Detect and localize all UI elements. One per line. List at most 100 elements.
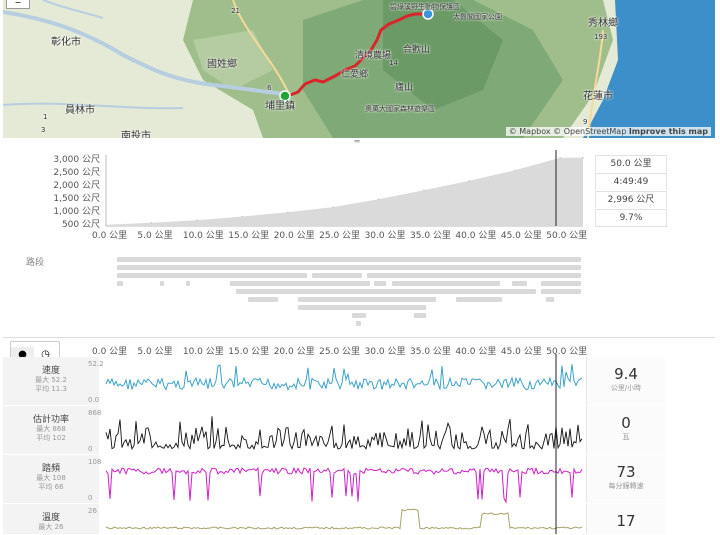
elevation-x-tick: 30.0 公里 [364,231,406,241]
map-label: 仁愛鄉 [341,70,369,80]
metric-plot-area [104,456,584,504]
improve-map-link[interactable]: Improve this map [628,127,708,136]
map-label: 奧萬大國家森林遊樂區 [365,105,435,113]
metrics-x-tick: 30.0 公里 [364,347,406,357]
sea-area [583,0,715,138]
metric-trace [105,508,583,530]
segment-bar[interactable] [352,313,366,318]
map-label: 花蓮市 [583,91,613,102]
segment-bar[interactable] [117,273,307,278]
stat-distance: 50.0 公里 [595,155,667,172]
metric-avg: 平均 102 [36,434,66,442]
elevation-point [105,223,107,226]
metric-trace [105,466,583,504]
metric-trace [105,364,583,392]
map-label: 秀林鄉 [588,18,618,29]
elevation-point [241,215,244,218]
segment-bar[interactable] [117,281,123,286]
metric-max: 最大 52.2 [35,376,67,384]
metric-plot-area [104,358,584,406]
metrics-x-tick: 45.0 公里 [500,347,542,357]
route-map[interactable]: − 彰化市 國姓鄉 員林市 南投市 埔里鎮 清境農場 仁愛鄉 廬山 奧萬大國家森… [3,0,715,138]
segment-bar[interactable] [414,313,426,318]
metrics-chart[interactable] [0,354,720,534]
elevation-x-tick: 40.0 公里 [455,231,497,241]
speed-tick-bottom: 0.0 [88,396,100,404]
metrics-x-tick: 40.0 公里 [455,347,497,357]
segment-bar[interactable] [312,273,362,278]
segment-bar[interactable] [186,281,190,286]
segment-bar[interactable] [160,281,164,286]
stat-time: 4:49:49 [595,173,667,190]
metrics-x-tick: 15.0 公里 [228,347,270,357]
segment-bar[interactable] [298,305,426,310]
elevation-x-tick: 5.0 公里 [137,231,173,241]
elevation-x-tick: 10.0 公里 [182,231,224,241]
elevation-chart[interactable] [0,150,720,240]
segment-bar[interactable] [456,297,502,302]
power-tick-top: 868 [88,409,102,417]
speed-tick-top: 52.2 [88,360,104,368]
metric-value-cadence: 73 每分鐘轉速 [586,455,665,503]
elevation-x-tick: 35.0 公里 [410,231,451,241]
segment-bar[interactable] [512,281,527,286]
metric-label-power: 估計功率 最大 868 平均 102 [3,406,99,455]
clock-icon: ◷ [41,349,50,360]
resize-handle[interactable]: ═ [354,137,360,146]
metric-max: 最大 108 [36,474,66,482]
segment-bar[interactable] [356,321,361,326]
map-label: 國姓鄉 [207,59,237,70]
segment-bar[interactable] [541,289,581,294]
elevation-point [582,156,584,159]
elevation-point [423,189,425,192]
stat-grade: 9.7% [595,209,667,227]
end-marker [422,8,434,20]
attribution-text[interactable]: © Mapbox © OpenStreetMap [508,127,627,136]
metric-name: 估計功率 [32,415,69,425]
segment-bar[interactable] [248,297,278,302]
zoom-out-button[interactable]: − [6,0,30,9]
map-label: 廬山 [395,83,414,93]
road-number: 1 [43,113,48,121]
metric-avg: 平均 66 [38,483,64,491]
stat-elevation: 2,996 公尺 [595,191,667,208]
metrics-x-tick: 35.0 公里 [410,347,451,357]
segment-bar[interactable] [230,281,370,286]
metric-unit: 公里/小時 [610,384,642,392]
road-number: 9 [583,118,588,126]
segment-bar[interactable] [236,289,536,294]
metrics-panel [3,337,715,535]
segment-bar[interactable] [541,281,581,286]
segment-bar[interactable] [546,297,554,302]
map-label: 埔里鎮 [265,101,295,112]
map-label: 員林市 [65,105,95,116]
map-label: 南投市 [121,131,151,138]
metric-value-speed: 9.4 公里/小時 [586,357,665,405]
time-mode-button[interactable]: ◷ [34,347,57,363]
metrics-x-tick: 50.0 公里 [546,347,588,357]
metrics-x-tick: 0.0 公里 [92,347,128,357]
map-label: 碧綠溪野生動物保護區 [390,3,460,11]
elevation-point [332,206,334,208]
metric-plot-area [104,505,584,534]
metric-label-cadence: 踏頻 最大 108 平均 66 [3,455,99,504]
elevation-point [196,219,198,222]
elevation-y-tick: 500 公尺 [61,220,100,231]
metric-value: 73 [616,463,636,481]
map-label: 合歡山 [403,45,431,55]
metric-label-speed: 速度 最大 52.2 平均 11.3 [3,357,99,406]
elevation-point [514,169,516,172]
segment-bar[interactable] [298,297,436,302]
segment-bar[interactable] [117,257,581,262]
metric-name: 速度 [41,366,60,376]
segment-bar[interactable] [117,265,581,270]
metric-unit: 瓦 [622,433,630,441]
segment-bar[interactable] [367,273,581,278]
metric-max: 最大 26 [38,523,64,531]
metric-value-temperature: 17 [586,504,665,534]
map-label: 太魯閣國家公園 [453,13,502,21]
elevation-x-tick: 15.0 公里 [228,231,270,241]
segment-bar[interactable] [392,281,500,286]
segment-bar[interactable] [374,281,386,286]
elevation-y-tick: 2,000 公尺 [53,180,100,191]
